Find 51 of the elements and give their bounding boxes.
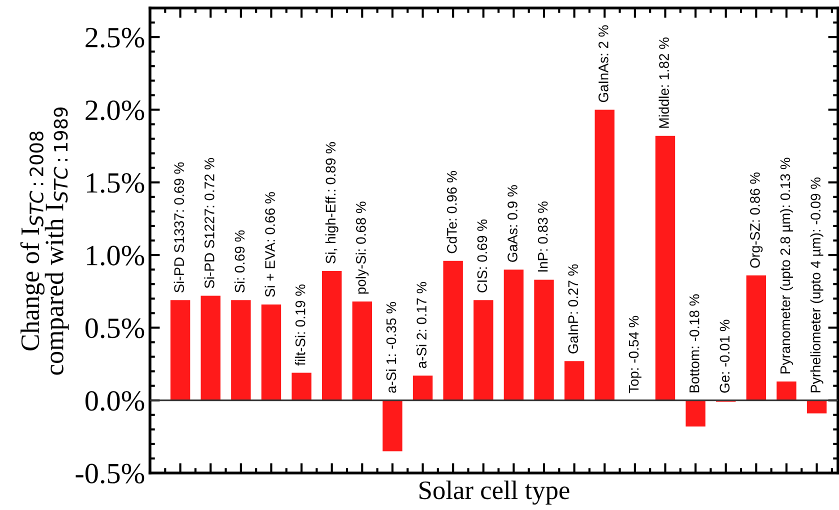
- bar: [322, 271, 342, 400]
- data-label: Pyrheliometer (upto 4 µm): -0.09 %: [810, 177, 824, 392]
- bar: [231, 300, 251, 400]
- bar: [261, 304, 282, 400]
- data-label: Pyranometer (upto 2.8 µm): 0.13 %: [780, 158, 793, 374]
- data-label: Middle: 1.82 %: [658, 38, 669, 128]
- data-label: GaInP: 0.27 %: [568, 264, 578, 354]
- y-tick-label: 1.0%: [86, 246, 144, 266]
- y-tick-label: 0.0%: [86, 391, 144, 411]
- data-label: Si, high-Eff.: 0.89 %: [325, 142, 338, 264]
- y-axis-title: Change of I$_{STC:2008}$ compared with I$_{STC:1989}$: [20, 108, 69, 375]
- x-axis-title: Solar cell type: [420, 480, 570, 505]
- bar: [443, 260, 463, 400]
- bar: [686, 400, 706, 426]
- y-tick-label: 0.5%: [86, 318, 144, 338]
- data-label: Ge: -0.01 %: [720, 320, 730, 393]
- data-label: filt-Si: 0.19 %: [295, 284, 306, 366]
- data-label: Si + EVA: 0.66 %: [264, 192, 275, 297]
- y-tick-label: 1.5%: [86, 173, 144, 193]
- data-label: Si-PD S1227: 0.72 %: [204, 158, 214, 288]
- bar: [534, 280, 554, 400]
- bar: [594, 110, 614, 400]
- data-label: CdTe: 0.96 %: [446, 171, 457, 254]
- bar: [504, 270, 524, 400]
- data-label: Si: 0.69 %: [234, 230, 245, 292]
- data-label: a-Si 2: 0.17 %: [416, 282, 427, 368]
- data-label: GaInAs: 2 %: [598, 25, 608, 102]
- y-tick-label: -0.5%: [76, 464, 144, 484]
- bar: [655, 136, 676, 400]
- bar: [292, 372, 312, 400]
- bar: [200, 296, 220, 400]
- bar: [564, 361, 584, 400]
- data-label: GaAs: 0.9 %: [508, 185, 518, 262]
- bar: [474, 300, 494, 400]
- bar: [776, 381, 796, 400]
- bar: [352, 302, 372, 400]
- data-label: InP: 0.83 %: [538, 201, 548, 272]
- data-label: Bottom: -0.18 %: [689, 294, 700, 392]
- data-label: a-Si 1: -0.35 %: [386, 302, 396, 393]
- data-label: Org-SZ: 0.86 %: [750, 172, 763, 268]
- data-label: poly-Si: 0.68 %: [356, 202, 369, 294]
- bar: [746, 275, 766, 400]
- bar: [806, 400, 827, 414]
- y-tick-label: 2.5%: [86, 28, 144, 48]
- bar: [170, 300, 190, 400]
- y-tick-label: 2.0%: [86, 100, 144, 120]
- text: Top: -0.54 %: [628, 316, 642, 394]
- bar: [382, 400, 402, 452]
- data-label: Si-PD S1337: 0.69 %: [174, 162, 184, 292]
- data-label: CIS: 0.69 %: [477, 220, 488, 292]
- bar: [412, 376, 433, 400]
